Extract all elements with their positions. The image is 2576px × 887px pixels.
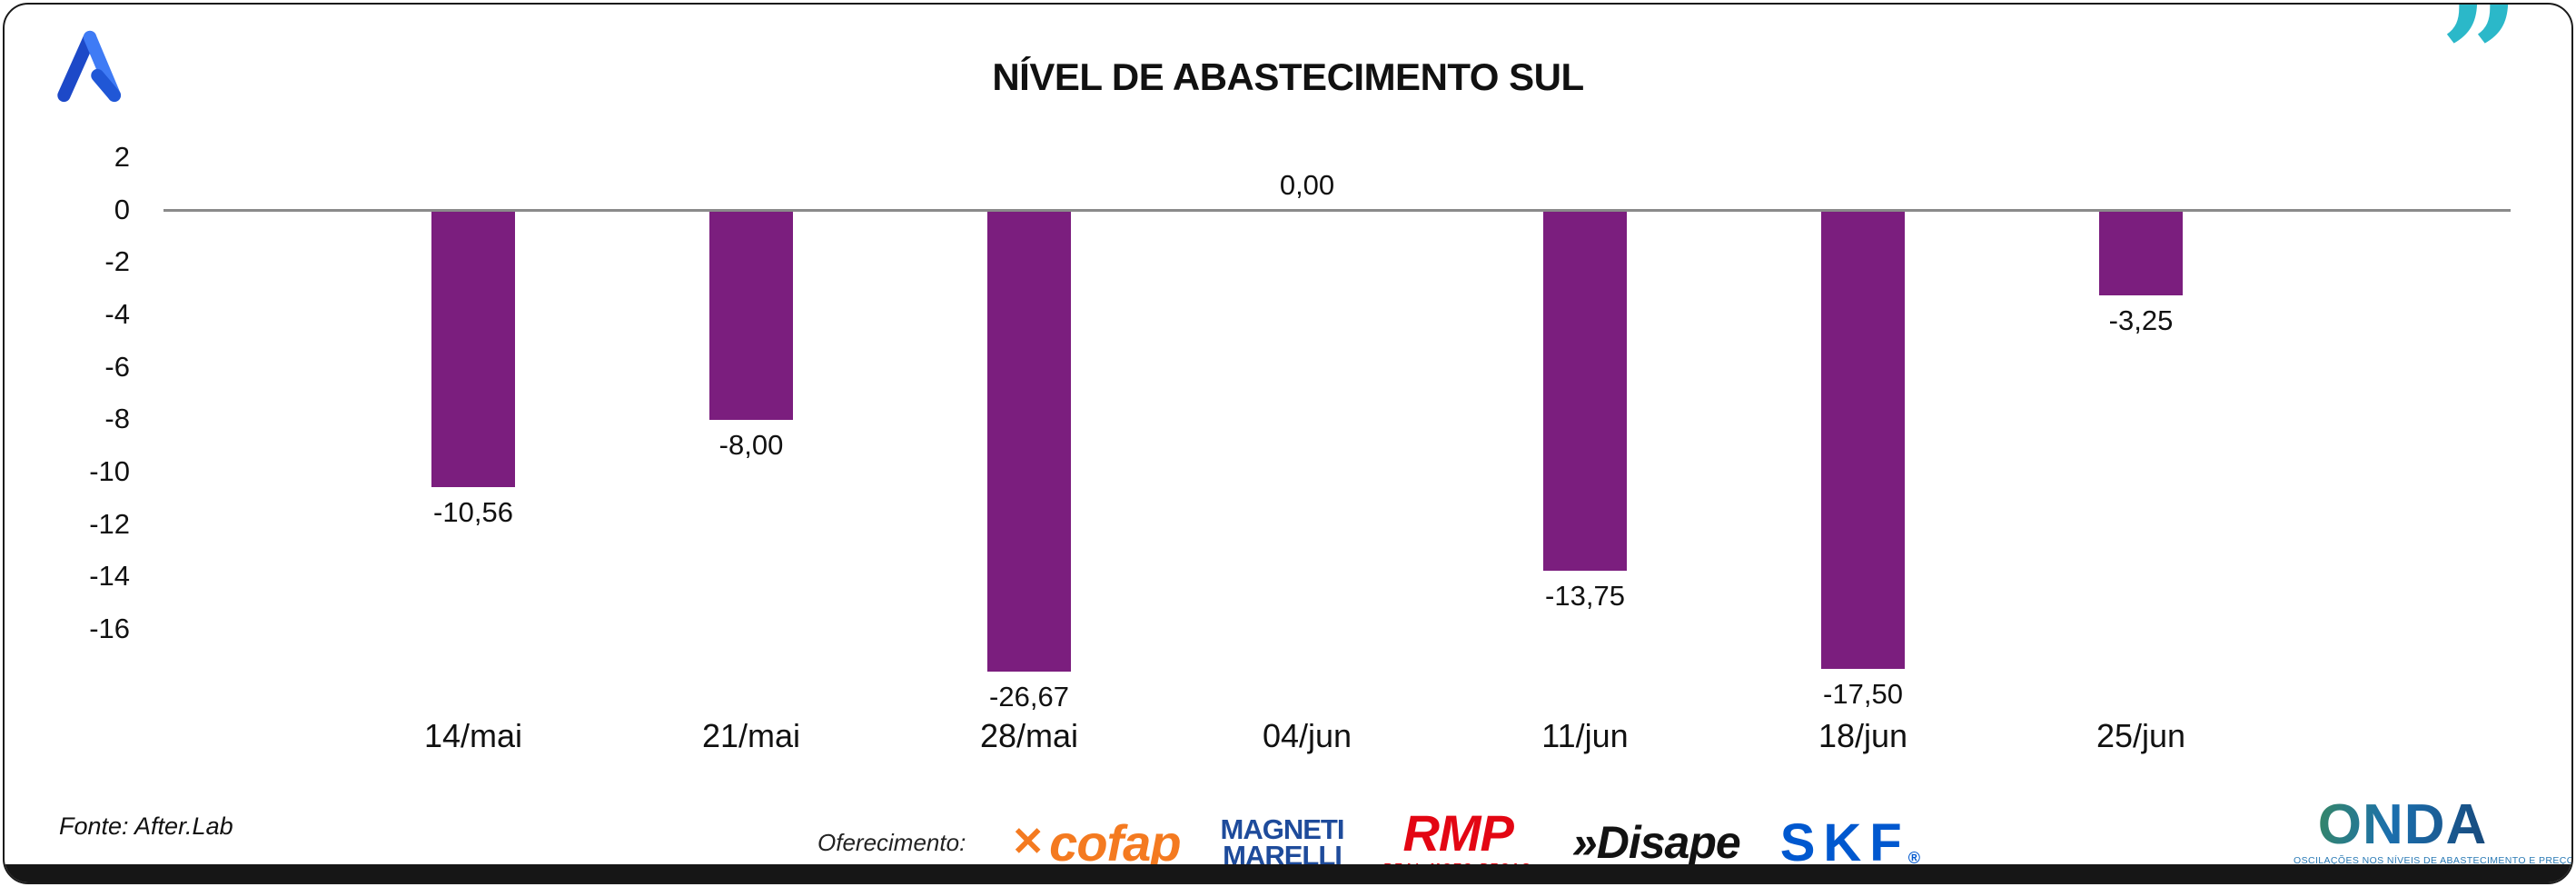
x-axis-label: 04/jun: [1262, 717, 1352, 754]
quote-mark-icon: ”: [2440, 3, 2519, 136]
value-label: -13,75: [1545, 580, 1625, 613]
value-label: -3,25: [2108, 304, 2174, 337]
onda-wordmark: ONDA: [2294, 797, 2512, 853]
y-tick-label: -14: [89, 560, 130, 593]
y-tick-label: -12: [89, 507, 130, 540]
y-tick-label: -6: [104, 350, 130, 383]
x-axis-label: 21/mai: [701, 717, 801, 754]
value-label: 0,00: [1279, 168, 1335, 201]
onda-logo: ONDA OSCILAÇÕES NOS NÍVEIS DE ABASTECIME…: [2294, 797, 2573, 867]
value-label: -10,56: [433, 496, 513, 529]
x-axis-label: 28/mai: [979, 717, 1079, 754]
y-tick-label: 0: [114, 193, 130, 225]
skf-logo: SKF ®: [1780, 812, 1920, 873]
y-tick-label: -16: [89, 612, 130, 644]
afterlab-logo-icon: [57, 30, 122, 103]
x-axis-label: 14/mai: [423, 717, 523, 754]
bar-21/mai: [709, 210, 793, 421]
disape-wordmark: Disape: [1596, 817, 1741, 868]
cofap-mark-icon: ✕: [1011, 820, 1045, 864]
y-axis-ticks: 2 0 -2 -4 -6 -8 -10 -12 -14 -16: [30, 141, 130, 672]
sponsor-row: Oferecimento: ✕ cofap MAGNETI MARELLI RM…: [817, 797, 1920, 882]
bar-28/mai: [987, 210, 1071, 672]
skf-wordmark: SKF: [1779, 812, 1910, 872]
bar-18/jun: [1821, 210, 1905, 670]
x-axis-label: 11/jun: [1541, 717, 1629, 754]
skf-registered-icon: ®: [1907, 848, 1920, 867]
zero-line: [163, 209, 2511, 213]
value-label: -8,00: [718, 429, 784, 462]
rmp-wordmark: RMP: [1402, 804, 1513, 862]
y-tick-label: -2: [104, 245, 130, 278]
magneti-marelli-logo: MAGNETI MARELLI: [1220, 812, 1345, 870]
magneti-line1: MAGNETI: [1220, 812, 1345, 845]
disape-logo: »Disape: [1571, 816, 1741, 869]
onda-tagline: OSCILAÇÕES NOS NÍVEIS DE ABASTECIMENTO E…: [2294, 855, 2573, 866]
chart-card: NÍVEL DE ABASTECIMENTO SUL ” 2 0 -2 -4 -6 -8 -…: [3, 3, 2573, 884]
y-tick-label: -8: [104, 403, 130, 435]
bar-11/jun: [1543, 210, 1627, 571]
bar-25/jun: [2099, 210, 2183, 296]
y-tick-label: 2: [114, 141, 130, 173]
cofap-logo: ✕ cofap: [1011, 813, 1181, 872]
value-label: -17,50: [1823, 678, 1903, 711]
plot-area: -10,56 14/mai -8,00 21/mai -26,67 28/mai 0,00 0…: [163, 158, 2511, 754]
y-tick-label: -4: [104, 297, 130, 330]
x-axis-label: 18/jun: [1818, 717, 1908, 754]
y-tick-label: -10: [89, 454, 130, 487]
bars-region: -10,56 14/mai -8,00 21/mai -26,67 28/mai 0,00 0…: [334, 158, 2280, 754]
source-note: Fonte: After.Lab: [59, 812, 233, 840]
chart-title: NÍVEL DE ABASTECIMENTO SUL: [992, 55, 1584, 98]
card-bottom-bar: [5, 864, 2571, 882]
value-label: -26,67: [989, 681, 1069, 713]
sponsors-label: Oferecimento:: [817, 828, 966, 856]
disape-chevrons-icon: »: [1571, 817, 1598, 868]
x-axis-label: 25/jun: [2095, 717, 2186, 754]
cofap-wordmark: cofap: [1049, 813, 1181, 872]
bar-14/mai: [431, 210, 515, 488]
